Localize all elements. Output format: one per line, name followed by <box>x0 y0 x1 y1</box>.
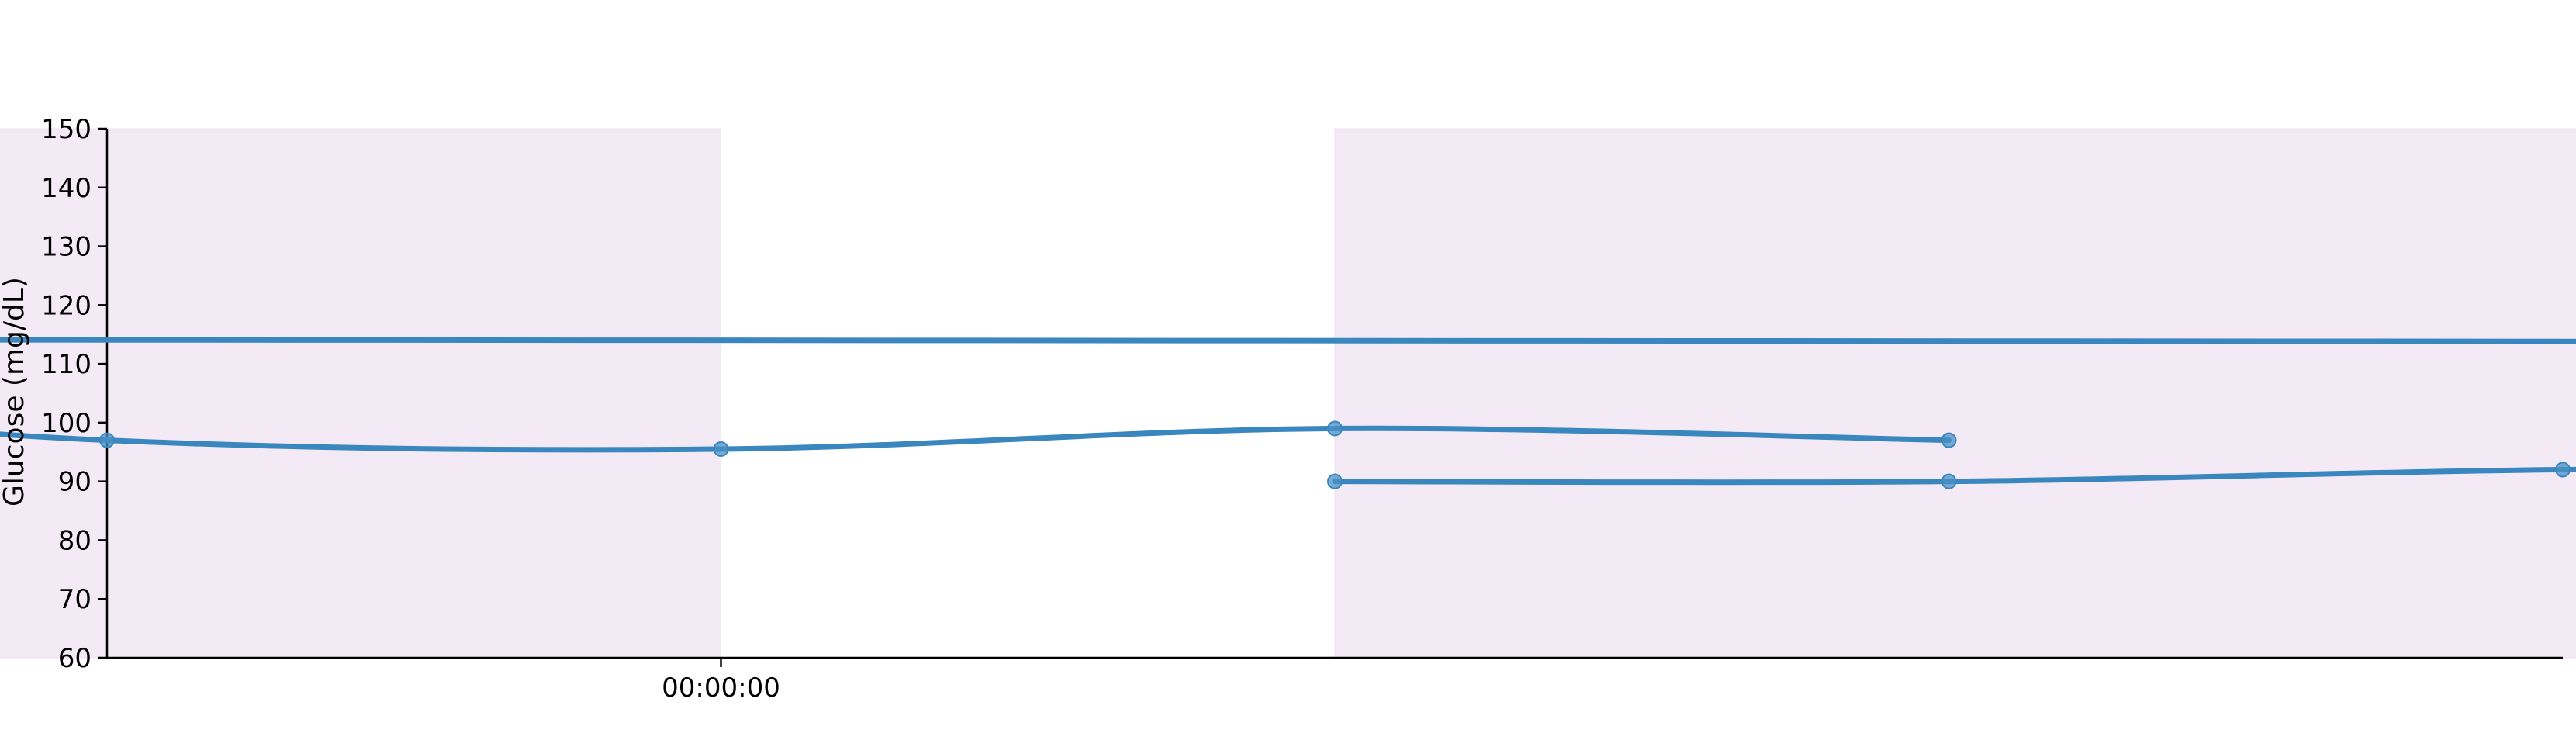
y-axis-title: Glucose (mg/dL) <box>0 277 30 507</box>
glucose-point <box>713 441 729 457</box>
night-band <box>1334 128 2576 659</box>
glucose-point <box>1327 420 1343 437</box>
y-tick-label: 150 <box>41 114 92 145</box>
glucose-point <box>99 432 115 448</box>
y-tick-label: 90 <box>58 467 92 498</box>
y-tick-label: 130 <box>41 232 92 263</box>
y-tick-label: 110 <box>41 349 92 380</box>
y-tick-label: 60 <box>58 643 92 674</box>
y-tick-label: 70 <box>58 584 92 615</box>
y-tick-label: 140 <box>41 173 92 204</box>
night-band <box>0 128 721 659</box>
glucose-point <box>1941 432 1957 448</box>
y-tick-label: 80 <box>58 525 92 556</box>
glucose-point <box>1327 473 1343 489</box>
axes: 6070809010011012013014015000:00:0003:00:… <box>41 114 2563 704</box>
y-tick-label: 100 <box>41 408 92 439</box>
glucose-point <box>2555 462 2571 478</box>
y-tick-label: 120 <box>41 290 92 321</box>
glucose-series <box>0 340 2576 489</box>
glucose-point <box>1941 473 1957 489</box>
night-bands <box>0 128 2576 659</box>
x-tick-label: 00:00:00 <box>662 672 780 704</box>
